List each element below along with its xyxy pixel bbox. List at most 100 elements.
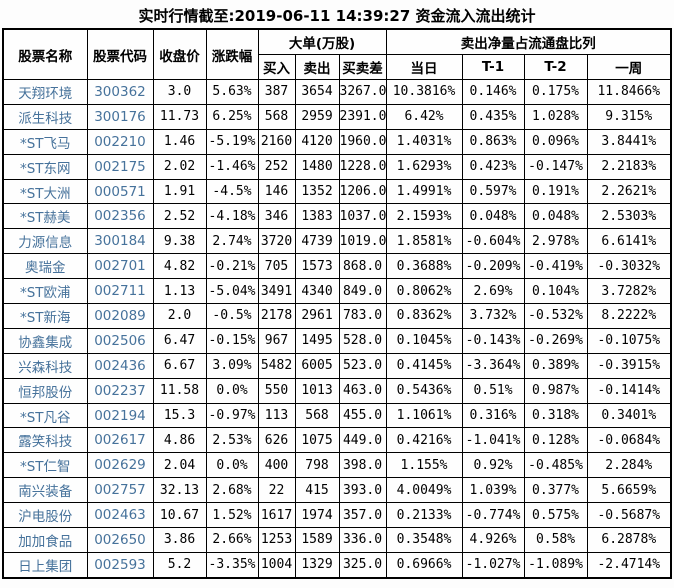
- table-row: 力源信息 300184 9.38 2.74% 3720 4739 1019.0 1.8581%…: [2, 228, 672, 255]
- stock-code-cell[interactable]: 002210: [86, 128, 154, 155]
- change-pct-cell: 5.63%: [205, 79, 259, 105]
- table-row: *ST大洲 000571 1.91 -4.5% 146 1352 1206.0 1.4991%…: [2, 178, 672, 205]
- stock-code-cell[interactable]: 300184: [86, 228, 154, 255]
- buy-cell: 705: [257, 253, 296, 280]
- stock-name-cell[interactable]: *ST凡谷: [2, 402, 88, 429]
- change-pct-cell: 1.52%: [205, 502, 259, 529]
- stock-code-cell[interactable]: 002506: [86, 327, 154, 354]
- t-minus-1-cell: -0.209%: [461, 253, 525, 280]
- stock-code-cell[interactable]: 002436: [86, 352, 154, 379]
- col-header-stock-name: 股票名称: [2, 28, 88, 80]
- stock-name-cell[interactable]: 日上集团: [2, 551, 88, 579]
- stock-name-cell[interactable]: 南兴装备: [2, 477, 88, 504]
- stock-code-cell[interactable]: 002711: [86, 278, 154, 305]
- stock-name-cell[interactable]: 沪电股份: [2, 502, 88, 529]
- stock-name-cell[interactable]: *ST新海: [2, 303, 88, 329]
- buy-sell-diff-cell: 1206.0: [338, 178, 387, 205]
- today-cell: 1.8581%: [385, 228, 463, 255]
- buy-sell-diff-cell: 357.0: [338, 502, 387, 529]
- stock-code-cell[interactable]: 002650: [86, 527, 154, 553]
- buy-cell: 113: [257, 402, 296, 429]
- today-cell: 0.8062%: [385, 278, 463, 305]
- today-cell: 0.6966%: [385, 551, 463, 579]
- stock-name-cell[interactable]: 协鑫集成: [2, 327, 88, 354]
- stock-name-cell[interactable]: *ST欧浦: [2, 278, 88, 305]
- stock-name-cell[interactable]: 兴森科技: [2, 352, 88, 379]
- sell-cell: 415: [294, 477, 340, 504]
- table-row: *ST赫美 002356 2.52 -4.18% 346 1383 1037.0 2.1593…: [2, 203, 672, 230]
- t-minus-2-cell: -1.089%: [523, 551, 588, 579]
- stock-code-cell[interactable]: 002175: [86, 153, 154, 180]
- stock-name-cell[interactable]: *ST大洲: [2, 178, 88, 205]
- close-price-cell: 32.13: [152, 477, 207, 504]
- change-pct-cell: 6.25%: [205, 103, 259, 130]
- stock-name-cell[interactable]: 派生科技: [2, 103, 88, 130]
- close-price-cell: 3.0: [152, 79, 207, 105]
- stock-code-cell[interactable]: 002593: [86, 551, 154, 579]
- t-minus-2-cell: 0.175%: [523, 79, 588, 105]
- sell-cell: 1013: [294, 377, 340, 404]
- buy-sell-diff-cell: 523.0: [338, 352, 387, 379]
- change-pct-cell: -4.5%: [205, 178, 259, 205]
- close-price-cell: 1.46: [152, 128, 207, 155]
- change-pct-cell: -4.18%: [205, 203, 259, 230]
- t-minus-2-cell: 0.389%: [523, 352, 588, 379]
- one-week-cell: -0.5687%: [586, 502, 672, 529]
- t-minus-1-cell: 0.423%: [461, 153, 525, 180]
- table-row: *ST东网 002175 2.02 -1.46% 252 1480 1228.0 1.6293…: [2, 153, 672, 180]
- stock-name-cell[interactable]: 加加食品: [2, 527, 88, 553]
- table-row: 派生科技 300176 11.73 6.25% 568 2959 2391.0 6.42% 0.…: [2, 103, 672, 130]
- t-minus-2-cell: 0.048%: [523, 203, 588, 230]
- page-title: 实时行情截至:2019-06-11 14:39:27 资金流入流出统计: [138, 7, 536, 25]
- stock-code-cell[interactable]: 000571: [86, 178, 154, 205]
- stock-code-cell[interactable]: 002701: [86, 253, 154, 280]
- buy-sell-diff-cell: 1960.0: [338, 128, 387, 155]
- today-cell: 0.3688%: [385, 253, 463, 280]
- stock-name-cell[interactable]: 力源信息: [2, 228, 88, 255]
- stock-code-cell[interactable]: 002629: [86, 452, 154, 479]
- stock-name-cell[interactable]: 露笑科技: [2, 427, 88, 454]
- stock-name-cell[interactable]: *ST飞马: [2, 128, 88, 155]
- stock-code-cell[interactable]: 002617: [86, 427, 154, 454]
- today-cell: 1.1061%: [385, 402, 463, 429]
- stock-code-cell[interactable]: 002757: [86, 477, 154, 504]
- change-pct-cell: 3.09%: [205, 352, 259, 379]
- stock-name-cell[interactable]: *ST赫美: [2, 203, 88, 230]
- t-minus-1-cell: 0.435%: [461, 103, 525, 130]
- close-price-cell: 4.86: [152, 427, 207, 454]
- col-header-stock-code: 股票代码: [86, 28, 154, 80]
- stock-code-cell[interactable]: 002463: [86, 502, 154, 529]
- buy-sell-diff-cell: 325.0: [338, 551, 387, 579]
- one-week-cell: 6.2878%: [586, 527, 672, 553]
- table-row: 日上集团 002593 5.2 -3.35% 1004 1329 325.0 0.6966% -…: [2, 551, 672, 579]
- stock-name-cell[interactable]: *ST仁智: [2, 452, 88, 479]
- buy-cell: 3720: [257, 228, 296, 255]
- buy-cell: 2178: [257, 303, 296, 329]
- stock-name-cell[interactable]: 恒邦股份: [2, 377, 88, 404]
- sell-cell: 4739: [294, 228, 340, 255]
- t-minus-1-cell: 0.92%: [461, 452, 525, 479]
- one-week-cell: 3.7282%: [586, 278, 672, 305]
- today-cell: 6.42%: [385, 103, 463, 130]
- table-row: 加加食品 002650 3.86 2.66% 1253 1589 336.0 0.3548% 4…: [2, 527, 672, 553]
- t-minus-1-cell: 3.732%: [461, 303, 525, 329]
- today-cell: 0.1045%: [385, 327, 463, 354]
- one-week-cell: -2.4714%: [586, 551, 672, 579]
- col-group-large-orders: 大单(万股): [257, 28, 387, 55]
- buy-sell-diff-cell: 336.0: [338, 527, 387, 553]
- stock-name-cell[interactable]: *ST东网: [2, 153, 88, 180]
- stock-code-cell[interactable]: 300362: [86, 79, 154, 105]
- one-week-cell: -0.3032%: [586, 253, 672, 280]
- stock-code-cell[interactable]: 002194: [86, 402, 154, 429]
- t-minus-1-cell: -0.604%: [461, 228, 525, 255]
- stock-name-cell[interactable]: 天翔环境: [2, 79, 88, 105]
- change-pct-cell: -0.21%: [205, 253, 259, 280]
- t-minus-2-cell: -0.485%: [523, 452, 588, 479]
- stock-name-cell[interactable]: 奥瑞金: [2, 253, 88, 280]
- stock-code-cell[interactable]: 002237: [86, 377, 154, 404]
- stock-code-cell[interactable]: 002356: [86, 203, 154, 230]
- today-cell: 1.4991%: [385, 178, 463, 205]
- stock-code-cell[interactable]: 002089: [86, 303, 154, 329]
- buy-cell: 2160: [257, 128, 296, 155]
- stock-code-cell[interactable]: 300176: [86, 103, 154, 130]
